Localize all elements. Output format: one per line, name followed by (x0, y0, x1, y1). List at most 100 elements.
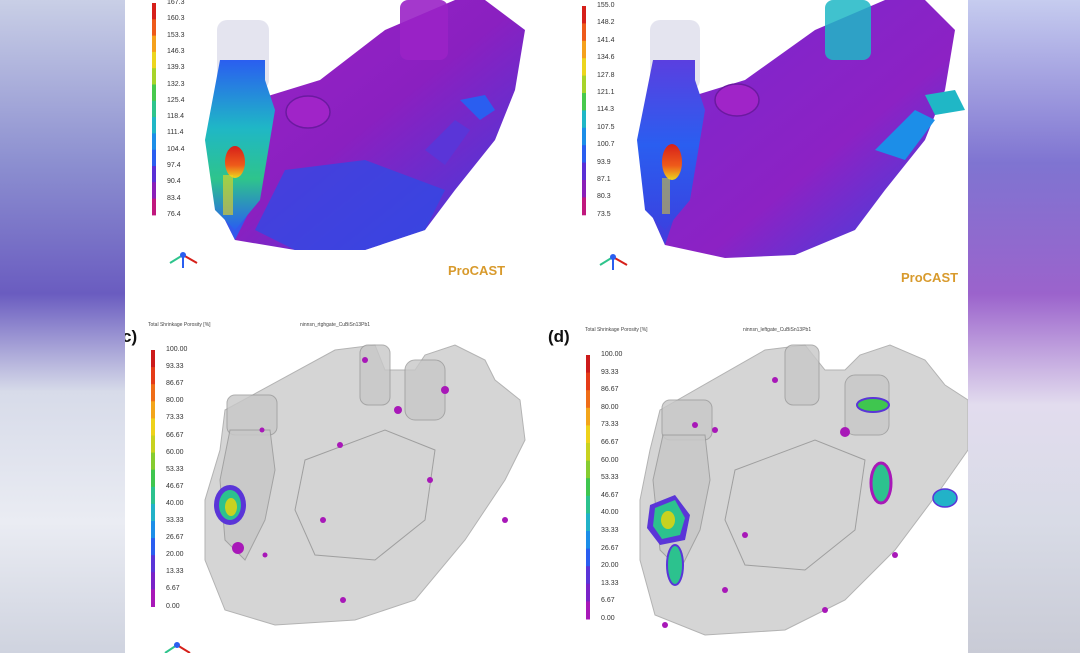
legend-color-segment (582, 145, 586, 164)
legend-value: 141.4 (597, 36, 615, 44)
legend-color-segment (152, 198, 156, 216)
legend-color-segment (152, 149, 156, 167)
legend-color-segment (151, 521, 155, 539)
legend-color-segment (582, 40, 586, 59)
legend-value: 76.4 (167, 210, 181, 218)
legend-color-segment (151, 555, 155, 573)
legend-value: 80.3 (597, 193, 611, 201)
legend-value: 93.9 (597, 158, 611, 166)
legend-color-segment (151, 367, 155, 385)
legend-color-segment (582, 110, 586, 129)
legend-value: 26.67 (601, 544, 619, 552)
legend-value: 73.33 (601, 421, 619, 429)
panel-c-model (204, 344, 526, 626)
legend-value: 153.3 (167, 31, 185, 39)
legend-value: 127.8 (597, 71, 615, 79)
legend-value: 100.00 (166, 346, 188, 353)
legend-color-segment (586, 443, 590, 462)
legend-title-d: Total Shrinkage Porosity [%] (585, 327, 648, 333)
legend-value: 13.33 (601, 579, 619, 587)
legend-value: 53.33 (166, 465, 184, 473)
legend-color-segment (152, 3, 156, 20)
legend-value: 60.00 (166, 448, 184, 456)
legend-value: 40.00 (601, 509, 619, 517)
legend-color-segment (586, 425, 590, 444)
legend-value: 87.1 (597, 176, 611, 183)
legend-color-segment (151, 350, 155, 368)
legend-color-segment (152, 100, 156, 118)
legend-color-segment (151, 572, 155, 590)
legend-value: 121.1 (597, 89, 615, 96)
legend-value: 46.67 (166, 482, 184, 490)
axis-triad-icon (599, 254, 628, 270)
legend-value: 6.67 (601, 597, 615, 605)
porosity-defects-c (214, 357, 508, 603)
legend-value: 46.67 (601, 491, 619, 499)
legend-value: 107.5 (597, 123, 615, 131)
panel-b-legend-bar (582, 6, 586, 216)
legend-value: 114.3 (597, 106, 614, 114)
procast-logo-b: ProCAST (901, 270, 959, 285)
legend-color-segment (151, 503, 155, 522)
legend-color-segment (151, 486, 155, 505)
panel-d-model (639, 344, 968, 636)
legend-value: 33.33 (166, 517, 184, 524)
legend-value: 139.3 (167, 64, 185, 72)
legend-value: 60.00 (601, 456, 619, 464)
legend-color-segment (152, 51, 156, 69)
legend-color-segment (586, 460, 590, 479)
legend-value: 132.3 (167, 80, 185, 88)
legend-value: 100.00 (601, 351, 623, 358)
legend-color-segment (586, 548, 590, 567)
legend-color-segment (582, 23, 586, 42)
legend-color-segment (151, 589, 155, 607)
legend-color-segment (586, 478, 590, 497)
legend-color-segment (151, 435, 155, 454)
legend-color-segment (152, 19, 156, 37)
panel-d-legend-bar (586, 355, 590, 620)
legend-value: 73.5 (597, 210, 611, 218)
legend-value: 93.33 (601, 368, 619, 376)
legend-value: 73.33 (166, 414, 184, 422)
legend-value: 86.67 (166, 380, 184, 388)
legend-value: 13.33 (166, 568, 184, 576)
legend-value: 6.67 (166, 585, 180, 593)
subtitle-c: ninnsn_rtghgate_CuBiSn13Pb1 (300, 322, 371, 328)
legend-color-segment (151, 452, 155, 471)
panel-a-model (205, 0, 525, 250)
legend-value: 148.2 (597, 19, 615, 27)
legend-color-segment (586, 513, 590, 532)
figure-panel: 167.3 160.3 153.3 146.3 139.3 132.3 125.4 118.4… (125, 0, 968, 653)
legend-value: 160.3 (167, 15, 185, 23)
axis-triad-icon (169, 252, 198, 268)
legend-value: 93.33 (166, 363, 184, 371)
legend-value: 125.4 (167, 96, 185, 104)
legend-color-segment (152, 35, 156, 53)
legend-value: 33.33 (601, 527, 619, 534)
legend-color-segment (152, 166, 156, 183)
legend-color-segment (152, 133, 156, 151)
legend-color-segment (586, 531, 590, 550)
legend-value: 104.4 (167, 145, 185, 153)
legend-value: 80.00 (601, 403, 619, 411)
legend-value: 134.6 (597, 54, 615, 62)
legend-value: 20.00 (601, 562, 619, 570)
legend-value: 97.4 (167, 162, 181, 169)
subtitle-d: ninnsn_leftgate_CuBiSn13Pb1 (743, 327, 812, 333)
legend-color-segment (152, 68, 156, 85)
legend-value: 90.4 (167, 178, 181, 186)
panel-label-c: c) (125, 327, 138, 346)
legend-color-segment (151, 469, 155, 488)
legend-value: 86.67 (601, 386, 619, 394)
legend-value: 83.4 (167, 194, 181, 202)
legend-title-c: Total Shrinkage Porosity [%] (148, 322, 211, 328)
legend-color-segment (582, 162, 586, 181)
legend-color-segment (586, 372, 590, 391)
legend-color-segment (586, 495, 590, 514)
legend-value: 0.00 (166, 602, 180, 610)
legend-color-segment (151, 538, 155, 556)
legend-value: 0.00 (601, 615, 615, 622)
legend-color-segment (582, 180, 586, 198)
legend-color-segment (582, 197, 586, 216)
legend-color-segment (151, 418, 155, 436)
